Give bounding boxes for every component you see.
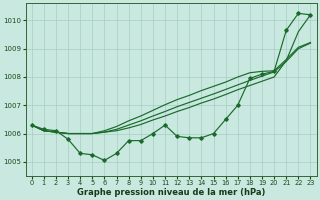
X-axis label: Graphe pression niveau de la mer (hPa): Graphe pression niveau de la mer (hPa) — [77, 188, 265, 197]
